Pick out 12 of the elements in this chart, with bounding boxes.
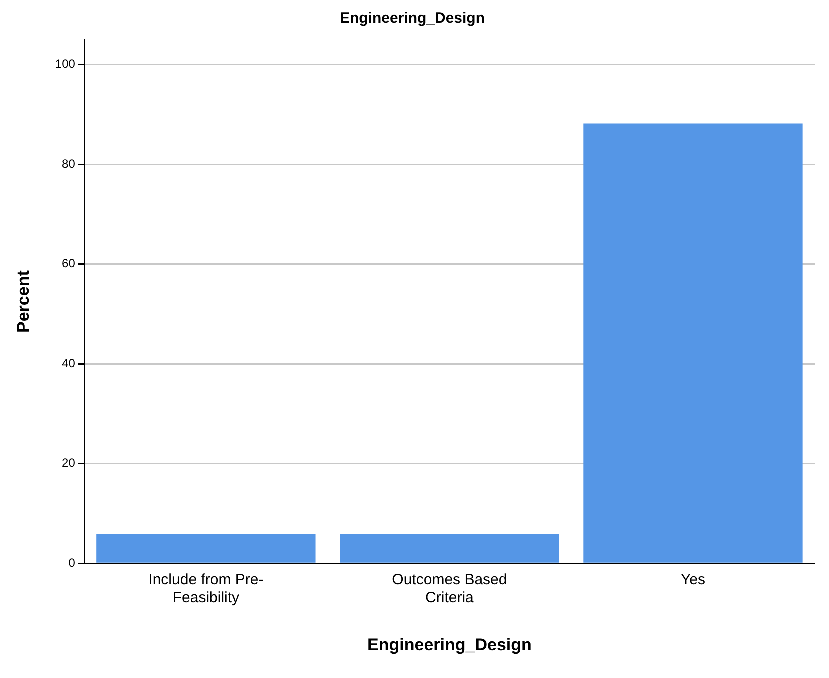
x-tick-label: Outcomes Based Criteria	[392, 572, 508, 607]
y-axis-title: Percent	[14, 270, 33, 333]
y-tick-label: 100	[55, 57, 76, 72]
x-tick-label: Yes	[680, 572, 706, 589]
x-tick-label: Include from Pre-Feasibility	[148, 572, 264, 607]
y-tick-label: 40	[62, 356, 76, 370]
y-tick-label: 80	[62, 156, 76, 171]
x-axis-title: Engineering_Design	[368, 635, 532, 654]
y-tick-label: 0	[68, 556, 76, 570]
y-tick-label: 60	[62, 256, 76, 271]
y-tick-label: 20	[62, 456, 76, 470]
chart-title: Engineering_Design	[340, 10, 486, 28]
